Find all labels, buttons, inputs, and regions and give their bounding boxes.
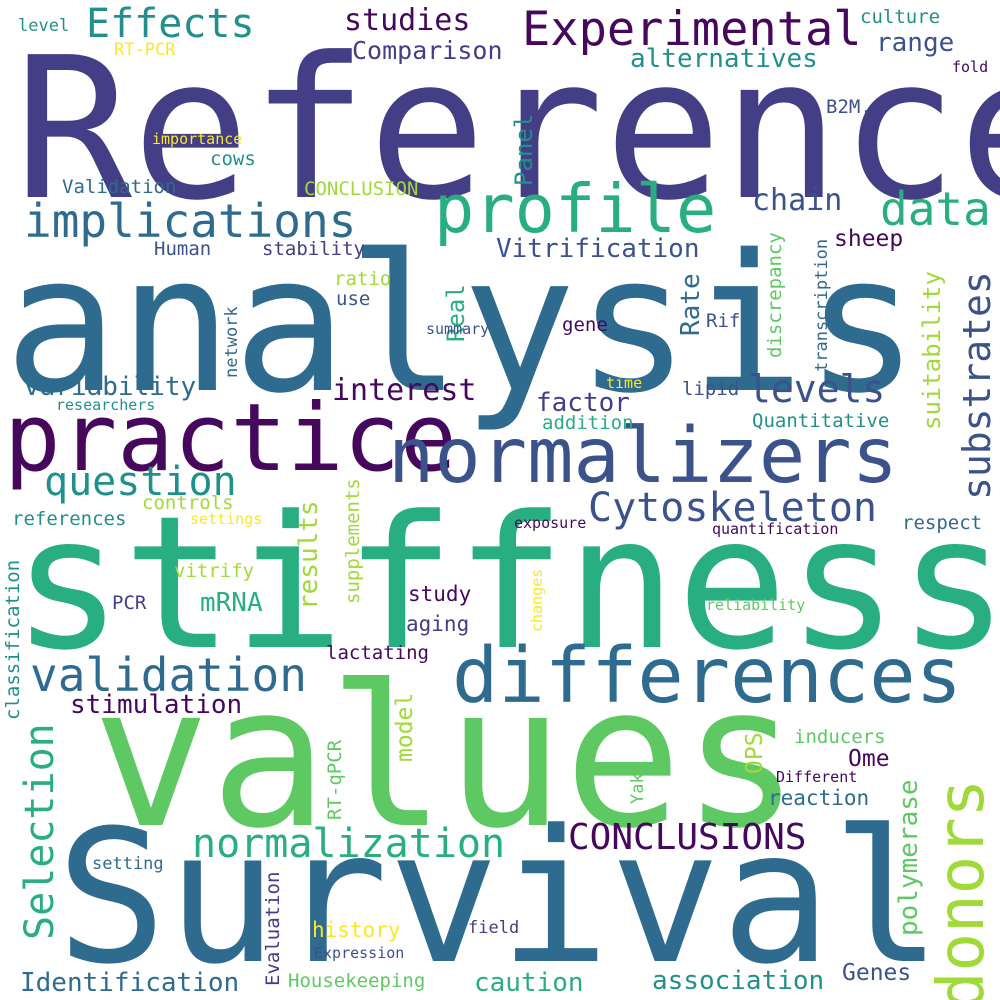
word-b2m: B2M. bbox=[826, 96, 872, 118]
word-levels: levels bbox=[748, 367, 886, 411]
word-cows: cows bbox=[210, 148, 256, 170]
word-discrepancy: discrepancy bbox=[764, 232, 786, 358]
word-use: use bbox=[336, 288, 371, 310]
word-vitrification: Vitrification bbox=[496, 234, 700, 264]
word-polymerase: polymerase bbox=[894, 779, 924, 936]
word-studies: studies bbox=[344, 3, 471, 38]
word-summary: summary bbox=[426, 320, 490, 338]
word-stiffness: stiffness bbox=[12, 477, 1000, 691]
word-caution: caution bbox=[474, 968, 584, 998]
word-network: network bbox=[222, 306, 242, 378]
word-rate: Rate bbox=[676, 273, 706, 336]
word-fold: fold bbox=[952, 58, 989, 76]
word-cytoskeleton: Cytoskeleton bbox=[588, 485, 877, 531]
word-effects: Effects bbox=[86, 1, 255, 47]
word-study: study bbox=[408, 582, 472, 606]
word-suitability: suitability bbox=[918, 271, 946, 430]
word-values: values bbox=[92, 644, 801, 872]
word-differences: differences bbox=[452, 632, 962, 721]
word-results: results bbox=[294, 500, 324, 610]
word-quantification: quantification bbox=[712, 520, 839, 538]
word-survival: Survival bbox=[56, 791, 943, 1000]
word-panel: Panel bbox=[510, 113, 538, 186]
word-gene: gene bbox=[562, 314, 608, 336]
word-identification: Identification bbox=[20, 968, 240, 998]
word-changes: changes bbox=[528, 568, 546, 632]
word-ome: Ome bbox=[848, 746, 890, 772]
word-ops: OPS bbox=[742, 732, 768, 774]
word-substrates: substrates bbox=[955, 271, 999, 500]
word-factor: factor bbox=[536, 388, 630, 418]
word-housekeeping: Housekeeping bbox=[288, 970, 426, 992]
word-researchers: researchers bbox=[56, 396, 156, 414]
word-lipid: lipid bbox=[682, 378, 740, 400]
word-classification: classification bbox=[2, 559, 24, 720]
word-transcription: transcription bbox=[812, 238, 832, 372]
word-supplements: supplements bbox=[342, 478, 364, 604]
word-level: level bbox=[18, 16, 70, 36]
word-reaction: reaction bbox=[768, 786, 870, 810]
word-culture: culture bbox=[860, 6, 941, 28]
word-variability: variability bbox=[24, 372, 197, 402]
word-respect: respect bbox=[902, 512, 983, 534]
word-stability: stability bbox=[262, 238, 365, 260]
word-data: data bbox=[880, 182, 991, 236]
word-rt-qpcr: RT-qPCR bbox=[324, 739, 346, 820]
word-quantitative: Quantitative bbox=[752, 410, 890, 432]
word-field: field bbox=[468, 918, 520, 938]
word-ratio: ratio bbox=[334, 268, 392, 290]
word-setting: setting bbox=[92, 854, 164, 874]
word-stimulation: stimulation bbox=[70, 690, 243, 720]
word-exposure: exposure bbox=[514, 514, 587, 532]
word-donors: donors bbox=[925, 778, 999, 1000]
word-lactating: lactating bbox=[326, 642, 429, 664]
word-rt-pcr: RT-PCR bbox=[114, 40, 176, 60]
word-experimental: Experimental bbox=[522, 2, 862, 57]
word-addition: addition bbox=[542, 412, 634, 434]
word-rif: Rif bbox=[706, 310, 741, 332]
word-normalization: normalization bbox=[192, 821, 506, 867]
word-mrna: mRNA bbox=[200, 588, 263, 618]
word-evaluation: Evaluation bbox=[262, 871, 284, 986]
word-model: model bbox=[392, 692, 418, 762]
word-human: Human bbox=[154, 238, 212, 260]
word-profile: profile bbox=[434, 170, 717, 248]
word-pcr: PCR bbox=[112, 592, 147, 614]
word-reliability: reliability bbox=[706, 596, 806, 614]
word-yak: Yak bbox=[628, 773, 648, 804]
word-settings: settings bbox=[190, 510, 263, 528]
word-genes: Genes bbox=[842, 960, 912, 986]
word-different: Different bbox=[776, 768, 858, 786]
word-implications: implications bbox=[24, 194, 357, 248]
word-alternatives: alternatives bbox=[630, 44, 818, 74]
word-interest: interest bbox=[332, 373, 477, 408]
word-comparison: Comparison bbox=[352, 36, 503, 65]
word-validation: validation bbox=[30, 648, 307, 702]
word-controls: controls bbox=[142, 492, 234, 514]
word-practice: practice bbox=[4, 384, 457, 493]
word-inducers: inducers bbox=[794, 726, 886, 748]
word-history: history bbox=[312, 918, 401, 942]
word-normalizers: normalizers bbox=[388, 412, 898, 501]
word-expression: Expression bbox=[314, 944, 405, 962]
word-time: time bbox=[606, 374, 643, 392]
word-validation-cap: Validation bbox=[62, 176, 177, 198]
word-conclusion: CONCLUSION bbox=[304, 178, 419, 200]
word-analysis: analysis bbox=[4, 214, 920, 435]
word-vitrify: vitrify bbox=[174, 560, 255, 582]
word-importance: importance bbox=[152, 130, 243, 148]
word-chain: chain bbox=[752, 183, 843, 218]
word-references: references bbox=[12, 508, 127, 530]
word-range: range bbox=[876, 28, 955, 58]
word-question: question bbox=[44, 459, 237, 505]
word-sheep: sheep bbox=[834, 226, 904, 252]
word-association: association bbox=[652, 966, 825, 996]
word-reference: Reference bbox=[14, 16, 1000, 244]
word-selection: Selection bbox=[17, 723, 63, 940]
word-aging: aging bbox=[406, 612, 470, 636]
word-conclusions: CONCLUSIONS bbox=[568, 817, 807, 858]
